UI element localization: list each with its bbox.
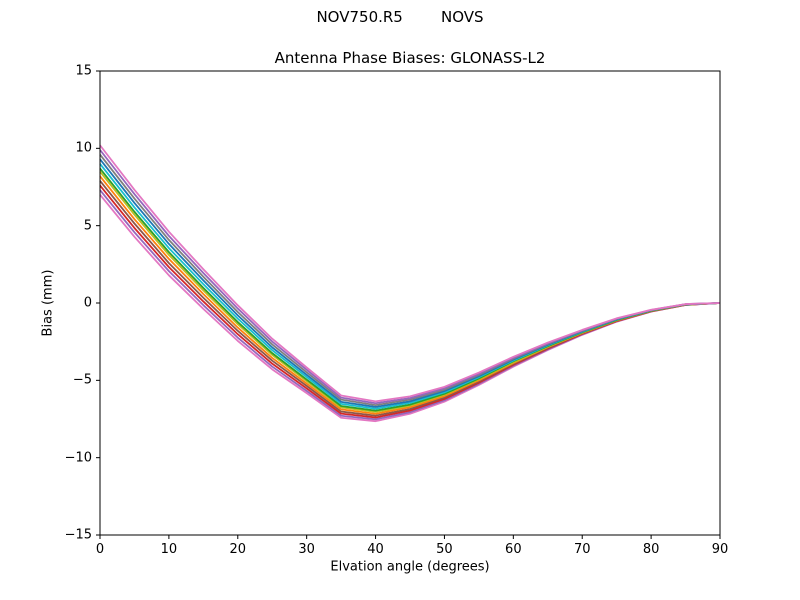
y-tick-label: 10	[75, 140, 92, 156]
y-tick-label: 15	[75, 63, 92, 79]
y-tick-label: −10	[64, 450, 92, 466]
axes-frame	[99, 70, 721, 536]
x-tick-label: 60	[505, 542, 522, 557]
x-axis-label: Elvation angle (degrees)	[330, 559, 490, 575]
y-tick-label: 0	[83, 295, 92, 311]
x-tick-label: 50	[436, 542, 453, 557]
x-tick-label: 30	[298, 542, 315, 557]
series-line-01	[99, 194, 721, 423]
chart-title: Antenna Phase Biases: GLONASS-L2	[274, 49, 546, 67]
figure-suptitle: NOV750.R5 NOVS	[316, 8, 484, 26]
series-line-02	[99, 189, 721, 421]
series-line-12	[99, 144, 721, 403]
x-tick-label: 80	[642, 542, 660, 557]
series-line-03	[99, 184, 721, 419]
x-tick-label: 40	[367, 542, 384, 557]
x-tick-label: 10	[160, 542, 178, 557]
y-tick-label: −15	[64, 527, 92, 543]
x-tick-label: 90	[711, 542, 729, 557]
y-tick-label: −5	[72, 372, 92, 388]
x-tick-label: 20	[229, 542, 247, 557]
x-tick-label: 0	[95, 542, 105, 557]
series-line-07	[99, 167, 721, 412]
y-tick-label: 5	[83, 218, 92, 234]
x-tick-label: 70	[573, 542, 591, 557]
